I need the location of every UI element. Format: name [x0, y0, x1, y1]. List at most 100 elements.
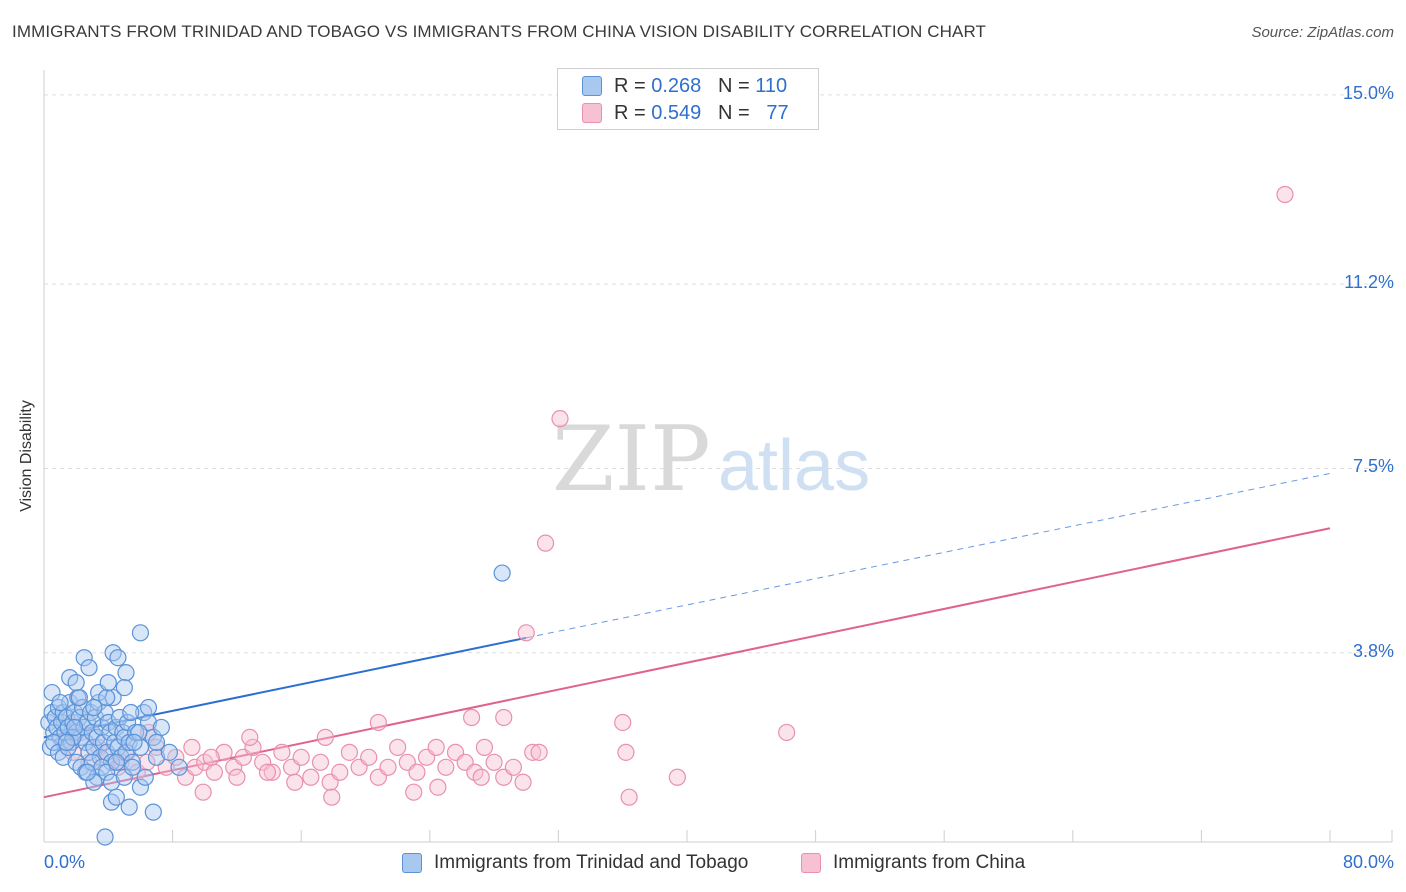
point-trinidad	[130, 723, 148, 742]
point-china	[316, 728, 334, 747]
point-trinidad	[122, 703, 140, 722]
point-trinidad	[170, 758, 188, 776]
point-trinidad	[160, 743, 178, 761]
point-trinidad	[70, 688, 88, 707]
gridlines	[44, 94, 1392, 654]
point-china	[258, 763, 277, 781]
chart-title: IMMIGRANTS FROM TRINIDAD AND TOBAGO VS I…	[12, 22, 986, 41]
y-tick-label: 7.5%	[1352, 456, 1394, 477]
legend-label-trinidad: Immigrants from Trinidad and Tobago	[434, 852, 749, 873]
point-china	[340, 743, 359, 761]
point-china	[205, 763, 223, 781]
point-china	[668, 768, 686, 786]
point-china	[530, 743, 548, 761]
point-china	[514, 773, 532, 791]
r-label: R =	[614, 101, 646, 124]
point-trinidad	[80, 743, 98, 761]
point-china	[551, 410, 569, 428]
point-trinidad	[78, 763, 97, 781]
point-trinidad	[51, 693, 69, 712]
point-china	[302, 768, 320, 786]
stats-legend: R = 0.268 N = 110 R = 0.549 N = 77	[557, 68, 819, 130]
watermark-zip: ZIP	[552, 407, 711, 512]
point-china	[273, 743, 291, 761]
point-china	[475, 738, 494, 756]
point-china	[536, 534, 555, 552]
point-china	[427, 738, 445, 756]
data-points	[40, 185, 1294, 846]
point-trinidad	[136, 768, 154, 786]
r-label: R =	[614, 74, 646, 97]
r-value: 0.268	[651, 74, 702, 97]
trend-line-china	[43, 527, 1331, 799]
point-china	[462, 708, 481, 727]
point-china	[472, 768, 490, 786]
point-trinidad	[120, 798, 138, 816]
legend-item-china[interactable]: Immigrants from China	[801, 852, 1025, 874]
point-china	[331, 763, 349, 781]
n-label: N =	[717, 101, 750, 124]
point-trinidad	[75, 649, 93, 667]
point-trinidad	[107, 753, 125, 771]
blue-swatch	[582, 76, 602, 96]
stats-legend-row-china: R = 0.549 N = 77	[582, 101, 789, 125]
point-china	[292, 748, 310, 766]
point-china	[311, 753, 330, 771]
point-trinidad	[98, 688, 116, 707]
point-china	[495, 708, 513, 727]
point-trinidad	[152, 718, 170, 737]
point-trinidad	[80, 659, 98, 677]
point-trinidad	[107, 788, 125, 806]
point-china	[369, 713, 387, 732]
point-china	[202, 748, 220, 766]
point-china	[263, 763, 281, 781]
watermark-atlas: atlas	[718, 426, 870, 506]
point-china	[778, 723, 796, 742]
x-tick-label-min: 0.0%	[44, 852, 86, 872]
point-trinidad	[123, 758, 142, 776]
y-tick-label: 3.8%	[1352, 640, 1394, 661]
point-trinidad	[67, 674, 85, 692]
point-trinidad	[117, 664, 135, 682]
point-china	[215, 743, 233, 761]
n-value: 110	[755, 74, 788, 97]
source-label: Source: ZipAtlas.com	[1251, 24, 1394, 41]
point-china	[244, 738, 262, 756]
point-china	[620, 788, 638, 806]
point-trinidad	[99, 674, 117, 692]
point-china	[1276, 185, 1294, 204]
point-trinidad	[102, 793, 121, 811]
point-china	[504, 758, 522, 776]
point-trinidad	[112, 748, 130, 766]
trend-line-trinidad-extension	[526, 472, 1331, 639]
point-trinidad	[96, 828, 114, 846]
point-china	[517, 624, 535, 642]
stats-legend-row-trinidad: R = 0.268 N = 110	[582, 74, 787, 98]
point-trinidad	[85, 738, 103, 756]
point-trinidad	[104, 644, 122, 662]
point-trinidad	[493, 564, 511, 582]
x-tick-label-max: 80.0%	[1342, 852, 1394, 872]
point-trinidad	[85, 773, 103, 791]
point-china	[389, 738, 407, 756]
trend-lines	[43, 472, 1331, 799]
point-trinidad	[115, 678, 133, 697]
point-china	[614, 713, 632, 732]
point-trinidad	[144, 803, 162, 821]
point-china	[429, 778, 447, 796]
legend-label-china: Immigrants from China	[833, 852, 1026, 873]
point-china	[241, 728, 259, 747]
pink-swatch	[801, 853, 821, 873]
trend-line-trinidad	[43, 636, 527, 739]
legend-item-trinidad[interactable]: Immigrants from Trinidad and Tobago	[402, 852, 748, 874]
point-china	[360, 748, 378, 766]
point-china	[286, 773, 304, 791]
point-china	[228, 768, 246, 786]
point-trinidad	[85, 698, 103, 717]
n-value: 77	[766, 101, 789, 124]
point-trinidad	[125, 733, 143, 751]
point-china	[408, 763, 426, 781]
point-china	[437, 758, 455, 776]
point-trinidad	[139, 698, 158, 717]
